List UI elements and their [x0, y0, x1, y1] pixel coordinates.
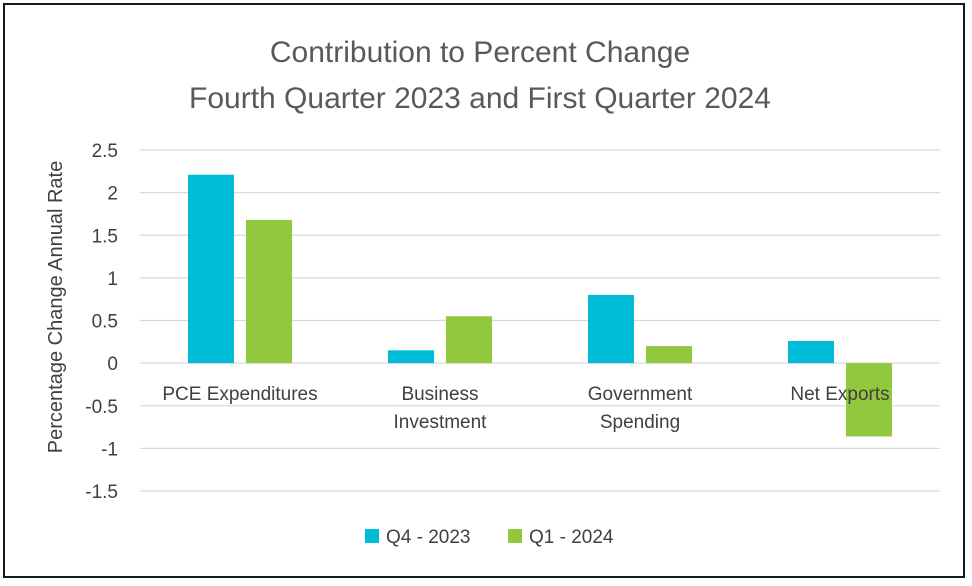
bar-q4-2023 — [588, 294, 634, 364]
bar-q1-2024 — [646, 346, 692, 364]
chart-title-line-1: Contribution to Percent Change — [270, 36, 690, 69]
category-label: PCE Expenditures — [162, 384, 317, 405]
category-label-line: Net Exports — [790, 384, 889, 405]
chart-frame — [3, 3, 965, 578]
legend-swatch — [508, 529, 522, 543]
category-label-line: PCE Expenditures — [162, 384, 317, 405]
legend-label: Q4 - 2023 — [386, 527, 471, 548]
y-tick-label: 2.5 — [92, 141, 118, 162]
legend-swatch — [365, 529, 379, 543]
y-tick-label: 1 — [107, 269, 118, 290]
y-tick-label: 2 — [107, 184, 118, 205]
bars — [188, 174, 892, 437]
y-tick-label: -1.5 — [85, 482, 118, 503]
category-label-line: Business — [401, 384, 478, 405]
chart-title-line-2: Fourth Quarter 2023 and First Quarter 20… — [189, 82, 771, 115]
bar-q4-2023 — [188, 174, 234, 364]
bar-q4-2023 — [388, 350, 434, 364]
y-tick-label: 0 — [107, 354, 118, 375]
category-label: Business Investment — [394, 384, 488, 433]
category-label-line: Spending — [600, 412, 680, 433]
bar-q4-2023 — [788, 340, 834, 364]
y-axis-label: Percentage Change Annual Rate — [45, 161, 67, 453]
y-tick-label: 0.5 — [92, 312, 118, 333]
bar-q1-2024 — [246, 219, 292, 364]
category-label-line: Government — [588, 384, 693, 405]
category-label: Net Exports — [790, 384, 889, 405]
legend: Q4 - 2023 Q1 - 2024 — [365, 527, 614, 548]
y-tick-label: -0.5 — [85, 397, 118, 418]
bar-q1-2024 — [446, 316, 492, 364]
y-axis-ticks: 2.5 2 1.5 1 0.5 0 -0.5 -1 -1.5 — [85, 141, 118, 503]
y-tick-label: 1.5 — [92, 226, 118, 247]
category-label: Government Spending — [588, 384, 693, 433]
bar-q1-2024 — [846, 363, 892, 437]
y-tick-label: -1 — [101, 439, 118, 460]
legend-label: Q1 - 2024 — [529, 527, 614, 548]
category-label-line: Investment — [394, 412, 488, 433]
category-labels: PCE Expenditures Business Investment Govern… — [162, 384, 889, 433]
